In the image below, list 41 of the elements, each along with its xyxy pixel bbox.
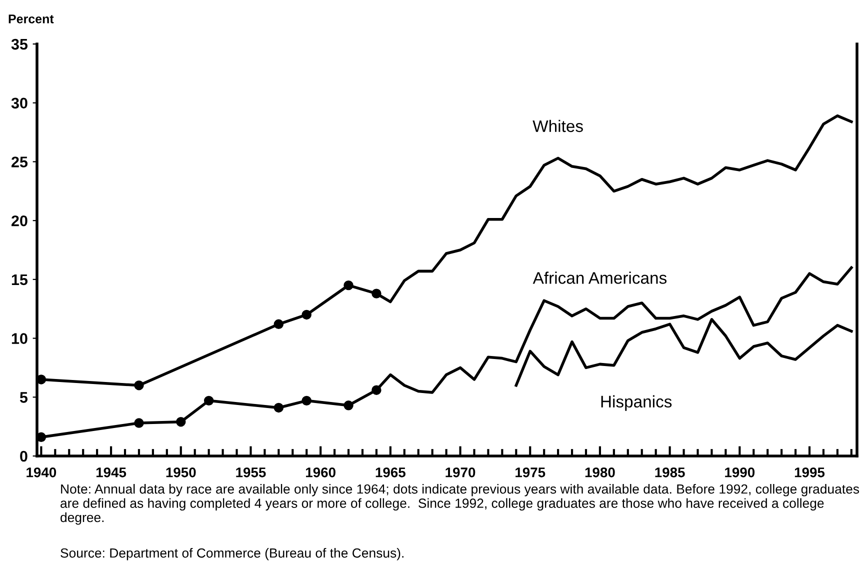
point	[37, 432, 46, 442]
y-tick-label: 20	[12, 215, 28, 226]
x-tick-label: 1995	[794, 467, 825, 478]
point	[176, 417, 186, 427]
series-label: Whites	[532, 120, 583, 132]
point	[302, 310, 312, 320]
y-tick-label: 15	[12, 274, 28, 286]
point	[134, 380, 144, 390]
x-tick-label: 1985	[655, 467, 685, 478]
y-tick-label: 35	[11, 38, 28, 50]
x-tick-label: 1975	[516, 467, 546, 478]
y-tick-label: 0	[20, 450, 28, 462]
x-tick-label: 1970	[446, 467, 476, 478]
series-label: African Americans	[532, 272, 667, 284]
x-tick-label: 1940	[26, 467, 56, 478]
point	[204, 396, 214, 406]
text: Note: Annual data by race are available only since 1964; dots indicate previous years with available data. Before 1992, college graduates are defined as having completed 4 years or more of college. Since 1992, college graduates are those who have received a college degree.	[60, 484, 860, 525]
y-tick-label: 5	[20, 392, 28, 403]
x-tick-label: 1980	[585, 467, 615, 478]
point	[344, 280, 354, 290]
line-series	[514, 318, 853, 387]
x-tick-label: 1965	[376, 467, 406, 478]
point	[37, 374, 46, 384]
x-tick-label: 1955	[236, 467, 266, 478]
point	[302, 396, 312, 406]
point	[372, 288, 382, 298]
series-label: Hispanics	[601, 395, 672, 411]
point	[274, 319, 284, 330]
y-tick-label: 10	[12, 333, 28, 344]
point	[134, 418, 144, 428]
y-axis-title: Percent	[8, 14, 54, 24]
x-tick-label: 1950	[166, 467, 196, 478]
x-tick-label: 1990	[725, 467, 755, 478]
point	[372, 385, 382, 395]
y-tick-label: 25	[12, 156, 28, 168]
point	[274, 402, 284, 413]
source-note: Source: Department of Commerce (Bureau of the Census).	[60, 548, 404, 560]
x-tick-label: 1945	[96, 467, 126, 478]
point	[344, 400, 354, 410]
y-tick-label: 30	[11, 98, 28, 109]
x-tick-label: 1960	[306, 467, 336, 478]
